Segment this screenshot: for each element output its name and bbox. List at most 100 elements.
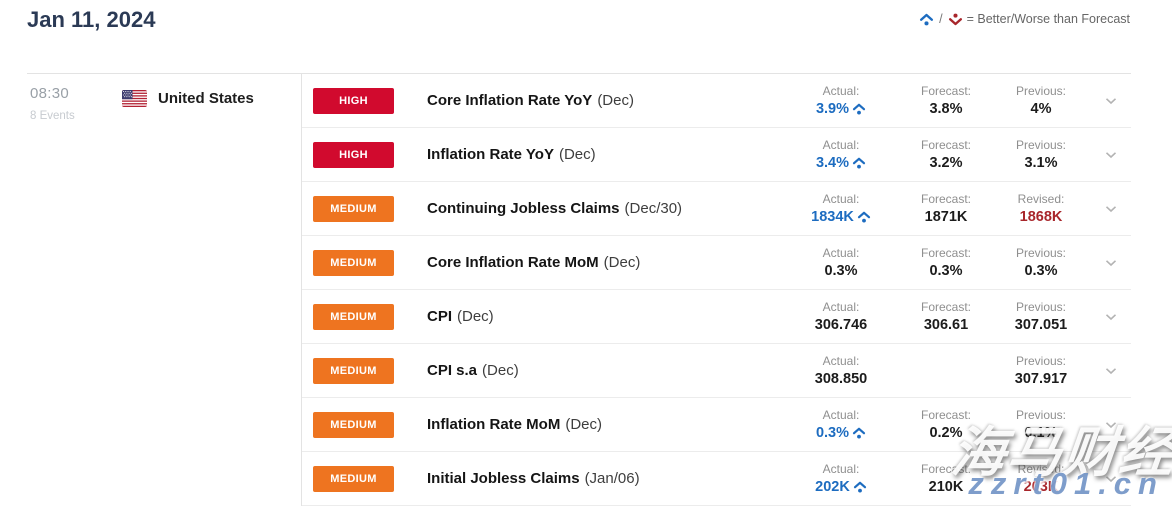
event-name[interactable]: Initial Jobless Claims (Jan/06) (427, 470, 640, 487)
actual-column: Actual: 0.3% (781, 408, 901, 441)
expand-row-button[interactable] (1091, 151, 1131, 159)
forecast-legend: / = Better/Worse than Forecast (919, 12, 1130, 26)
previous-column: Previous: 307.917 (991, 354, 1091, 387)
better-than-forecast-icon (920, 13, 934, 25)
chevron-down-icon (1105, 421, 1117, 428)
better-icon (857, 211, 870, 223)
forecast-column: Forecast: 210K (901, 462, 991, 495)
chevron-down-icon (1105, 367, 1117, 374)
chevron-down-icon (1105, 97, 1117, 104)
expand-row-button[interactable] (1091, 205, 1131, 213)
event-row-core-inflation-yoy[interactable]: HIGH Core Inflation Rate YoY (Dec) Actual… (302, 74, 1131, 128)
actual-column: Actual: 3.4% (781, 138, 901, 171)
event-name[interactable]: CPI (Dec) (427, 308, 494, 325)
importance-badge: MEDIUM (313, 303, 394, 330)
previous-value: 0.3% (1024, 263, 1058, 279)
expand-row-button[interactable] (1091, 313, 1131, 321)
event-name[interactable]: Continuing Jobless Claims (Dec/30) (427, 200, 683, 217)
chevron-down-icon (1105, 151, 1117, 158)
forecast-value: 210K (928, 479, 964, 495)
importance-badge: MEDIUM (313, 195, 394, 222)
event-row-cpi-sa[interactable]: MEDIUM CPI s.a (Dec) Actual: 308.850 Prev… (302, 344, 1131, 398)
actual-column: Actual: 308.850 (781, 354, 901, 387)
event-name[interactable]: Inflation Rate MoM (Dec) (427, 416, 602, 433)
importance-badge: HIGH (313, 141, 394, 168)
event-name[interactable]: Core Inflation Rate MoM (Dec) (427, 254, 641, 271)
better-icon (852, 427, 866, 439)
previous-value: 3.1% (1024, 155, 1058, 171)
previous-value: 4% (1030, 101, 1052, 117)
chevron-down-icon (1105, 475, 1117, 482)
actual-column: Actual: 202K (781, 462, 901, 495)
forecast-value: 306.61 (923, 317, 969, 333)
legend-separator: / (939, 12, 943, 26)
actual-column: Actual: 0.3% (781, 246, 901, 279)
revised-value: 203K (1023, 479, 1059, 495)
event-time: 08:30 (30, 85, 70, 102)
previous-column: Previous: 3.1% (991, 138, 1091, 171)
actual-column: Actual: 306.746 (781, 300, 901, 333)
previous-column: Previous: 307.051 (991, 300, 1091, 333)
revised-column: Revised: 1868K (991, 192, 1091, 225)
importance-badge: MEDIUM (313, 465, 394, 492)
events-count: 8 Events (30, 110, 75, 122)
time-block: 08:30 8 Events (30, 85, 92, 122)
forecast-column: Forecast: 3.8% (901, 84, 991, 117)
event-name[interactable]: Core Inflation Rate YoY (Dec) (427, 92, 634, 109)
actual-value: 3.4% (781, 155, 901, 171)
actual-value: 1834K (781, 209, 901, 225)
actual-value: 306.746 (814, 317, 868, 333)
importance-badge: MEDIUM (313, 411, 394, 438)
event-name[interactable]: CPI s.a (Dec) (427, 362, 519, 379)
event-row-continuing-jobless-claims[interactable]: MEDIUM Continuing Jobless Claims (Dec/30)… (302, 182, 1131, 236)
forecast-column: Forecast: 0.2% (901, 408, 991, 441)
event-row-inflation-yoy[interactable]: HIGH Inflation Rate YoY (Dec) Actual: 3.4… (302, 128, 1131, 182)
previous-value: 0.1% (1024, 425, 1058, 441)
previous-value: 307.051 (1014, 317, 1068, 333)
revised-value: 1868K (1019, 209, 1063, 225)
better-icon (853, 481, 866, 493)
forecast-value: 0.3% (929, 263, 963, 279)
expand-row-button[interactable] (1091, 421, 1131, 429)
chevron-down-icon (1105, 259, 1117, 266)
time-country-cell: 08:30 8 Events (27, 74, 302, 506)
worse-than-forecast-icon (948, 13, 962, 25)
forecast-value: 3.8% (929, 101, 963, 117)
expand-row-button[interactable] (1091, 97, 1131, 105)
importance-badge: MEDIUM (313, 249, 394, 276)
actual-value: 0.3% (824, 263, 858, 279)
event-row-initial-jobless-claims[interactable]: MEDIUM Initial Jobless Claims (Jan/06) Ac… (302, 452, 1131, 506)
country-name: United States (158, 90, 254, 107)
event-row-inflation-mom[interactable]: MEDIUM Inflation Rate MoM (Dec) Actual: 0… (302, 398, 1131, 452)
expand-row-button[interactable] (1091, 475, 1131, 483)
importance-badge: HIGH (313, 87, 394, 114)
actual-value: 3.9% (781, 101, 901, 117)
expand-row-button[interactable] (1091, 367, 1131, 375)
better-icon (852, 103, 866, 115)
event-rows: HIGH Core Inflation Rate YoY (Dec) Actual… (302, 74, 1131, 506)
page-title: Jan 11, 2024 (27, 7, 156, 32)
forecast-value: 0.2% (929, 425, 963, 441)
forecast-column: Forecast: 306.61 (901, 300, 991, 333)
event-row-core-inflation-mom[interactable]: MEDIUM Core Inflation Rate MoM (Dec) Actu… (302, 236, 1131, 290)
us-flag-icon (122, 90, 147, 107)
actual-column: Actual: 3.9% (781, 84, 901, 117)
importance-badge: MEDIUM (313, 357, 394, 384)
better-icon (852, 157, 866, 169)
chevron-down-icon (1105, 313, 1117, 320)
forecast-column: Forecast: 0.3% (901, 246, 991, 279)
legend-text: = Better/Worse than Forecast (966, 12, 1130, 26)
forecast-value: 1871K (924, 209, 968, 225)
forecast-column: Forecast: 1871K (901, 192, 991, 225)
expand-row-button[interactable] (1091, 259, 1131, 267)
calendar-table: 08:30 8 Events (27, 73, 1131, 506)
country-row[interactable]: United States (122, 90, 254, 107)
forecast-value: 3.2% (929, 155, 963, 171)
event-name[interactable]: Inflation Rate YoY (Dec) (427, 146, 596, 163)
forecast-column: Forecast: 3.2% (901, 138, 991, 171)
chevron-down-icon (1105, 205, 1117, 212)
event-row-cpi[interactable]: MEDIUM CPI (Dec) Actual: 306.746 Forecast… (302, 290, 1131, 344)
previous-column: Previous: 0.3% (991, 246, 1091, 279)
actual-value: 202K (781, 479, 901, 495)
